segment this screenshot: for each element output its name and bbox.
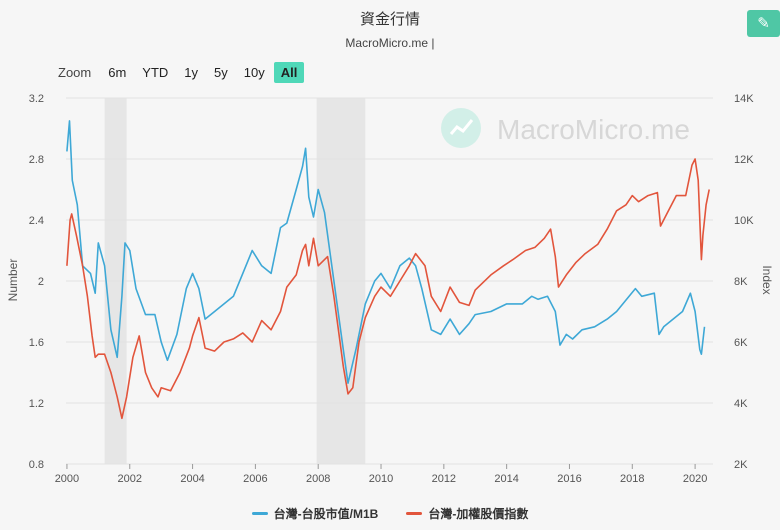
y2-tick-label: 6K xyxy=(734,337,748,349)
y2-axis-ticks: 2K 4K 6K 8K 10K 12K 14K xyxy=(734,93,754,471)
x-tick-label: 2010 xyxy=(369,473,393,485)
chart-subtitle: MacroMicro.me | xyxy=(345,36,435,50)
x-tick-label: 2006 xyxy=(243,473,267,485)
zoom-10y-button[interactable]: 10y xyxy=(243,65,265,80)
x-tick-label: 2000 xyxy=(55,473,79,485)
legend-swatch-blue xyxy=(251,512,268,515)
x-axis-ticks: 2000 2002 2004 2006 2008 2010 2012 2014 2016 2018… xyxy=(55,464,707,485)
x-tick-label: 2008 xyxy=(306,473,330,485)
x-tick-label: 2018 xyxy=(620,473,644,485)
legend: 台灣-台股市值/M1B 台灣-加權股價指數 xyxy=(0,505,780,522)
x-tick-label: 2016 xyxy=(557,473,581,485)
y-tick-label: 3.2 xyxy=(29,93,44,105)
x-tick-label: 2004 xyxy=(180,473,204,485)
legend-swatch-red xyxy=(406,512,423,515)
zoom-6m-button[interactable]: 6m xyxy=(108,65,127,80)
y-tick-label: 0.8 xyxy=(29,459,44,471)
y-axis-title: Number xyxy=(6,259,20,302)
series-line-market-cap-ratio xyxy=(66,120,706,385)
zoom-5y-button[interactable]: 5y xyxy=(214,65,228,80)
zoom-bar: Zoom 6m YTD 1y 5y 10y All xyxy=(58,62,306,83)
legend-label: 台灣-加權股價指數 xyxy=(428,507,529,521)
chart-title: 資金行情 xyxy=(359,11,420,28)
grid-lines xyxy=(66,97,713,465)
y2-tick-label: 8K xyxy=(734,276,748,288)
y2-tick-label: 4K xyxy=(734,398,748,410)
watermark-text: MacroMicro.me xyxy=(497,114,690,145)
y-tick-label: 2.8 xyxy=(29,154,44,166)
y2-axis-title: Index xyxy=(760,265,774,294)
series-line-taiex xyxy=(66,158,710,420)
y-axis-ticks: 0.8 1.2 1.6 2 2.4 2.8 3.2 xyxy=(29,93,44,471)
x-tick-label: 2014 xyxy=(494,473,518,485)
legend-item-market-cap-ratio[interactable]: 台灣-台股市值/M1B xyxy=(251,505,379,522)
y2-tick-label: 2K xyxy=(734,459,748,471)
y-tick-label: 2 xyxy=(38,276,44,288)
x-tick-label: 2020 xyxy=(683,473,707,485)
watermark: MacroMicro.me xyxy=(441,108,690,148)
zoom-ytd-button[interactable]: YTD xyxy=(142,65,169,80)
y-tick-label: 1.6 xyxy=(29,337,44,349)
legend-item-taiex[interactable]: 台灣-加權股價指數 xyxy=(406,505,528,522)
y2-tick-label: 14K xyxy=(734,93,754,105)
series-lines xyxy=(66,120,710,420)
zoom-1y-button[interactable]: 1y xyxy=(184,65,199,80)
chart-logo-line xyxy=(449,119,474,135)
y2-tick-label: 12K xyxy=(734,154,754,166)
y-tick-label: 2.4 xyxy=(29,215,44,227)
y-tick-label: 1.2 xyxy=(29,398,44,410)
x-tick-label: 2012 xyxy=(432,473,456,485)
x-tick-label: 2002 xyxy=(118,473,142,485)
edit-button[interactable]: ✎ xyxy=(747,10,780,37)
legend-label: 台灣-台股市值/M1B xyxy=(273,507,379,521)
pencil-icon: ✎ xyxy=(757,15,770,32)
zoom-label: Zoom xyxy=(58,65,92,80)
zoom-all-button[interactable]: All xyxy=(273,62,305,83)
y2-tick-label: 10K xyxy=(734,215,754,227)
